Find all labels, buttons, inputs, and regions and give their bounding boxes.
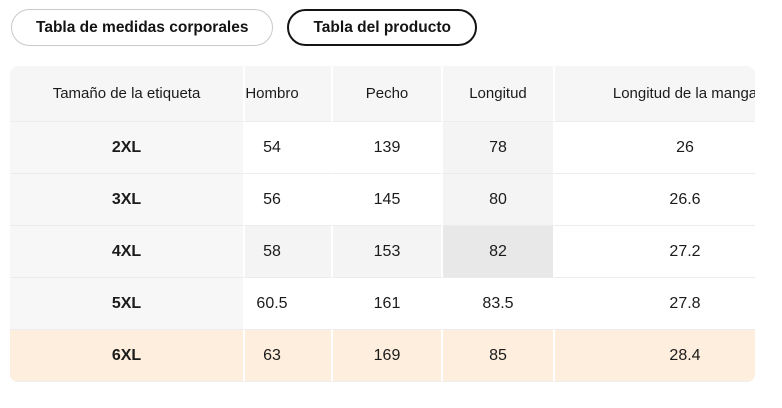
size-table-scroll-area[interactable]: Tamaño de la etiqueta Hombro Pecho Longi… [10, 66, 755, 382]
tab-product-measurements[interactable]: Tabla del producto [287, 9, 477, 46]
measure-cell: 83.5 [443, 278, 555, 330]
hovered-measure-cell[interactable]: 82 [443, 226, 555, 278]
size-label-cell: 6XL [10, 330, 245, 382]
measure-cell: 145 [333, 174, 443, 226]
measure-cell: 153 [333, 226, 443, 278]
table-row: 3XL 56 145 80 26.6 [10, 174, 755, 226]
measure-cell: 169 [333, 330, 443, 382]
measure-cell: 26 [555, 122, 755, 174]
column-header-length: Longitud [443, 66, 555, 122]
product-size-table: Tamaño de la etiqueta Hombro Pecho Longi… [10, 66, 755, 382]
measure-cell: 26.6 [555, 174, 755, 226]
measure-cell: 80 [443, 174, 555, 226]
header-row: Tamaño de la etiqueta Hombro Pecho Longi… [10, 66, 755, 122]
measure-cell: 27.2 [555, 226, 755, 278]
measure-cell: 27.8 [555, 278, 755, 330]
measure-cell: 28.4 [555, 330, 755, 382]
size-label-cell: 2XL [10, 122, 245, 174]
column-header-sleeve-length: Longitud de la manga [555, 66, 755, 122]
table-row: 2XL 54 139 78 26 [10, 122, 755, 174]
highlighted-table-row: 6XL 63 169 85 28.4 [10, 330, 755, 382]
measure-cell: 139 [333, 122, 443, 174]
size-table-container: Tamaño de la etiqueta Hombro Pecho Longi… [10, 66, 755, 382]
size-table-tabs: Tabla de medidas corporales Tabla del pr… [11, 9, 782, 46]
measure-cell: 78 [443, 122, 555, 174]
size-label-cell: 4XL [10, 226, 245, 278]
table-row: 4XL 58 153 82 27.2 [10, 226, 755, 278]
size-label-cell: 3XL [10, 174, 245, 226]
tab-body-measurements[interactable]: Tabla de medidas corporales [11, 9, 274, 46]
column-header-chest: Pecho [333, 66, 443, 122]
table-row: 5XL 60.5 161 83.5 27.8 [10, 278, 755, 330]
measure-cell: 85 [443, 330, 555, 382]
column-header-label-size: Tamaño de la etiqueta [10, 66, 245, 122]
measure-cell: 161 [333, 278, 443, 330]
size-label-cell: 5XL [10, 278, 245, 330]
